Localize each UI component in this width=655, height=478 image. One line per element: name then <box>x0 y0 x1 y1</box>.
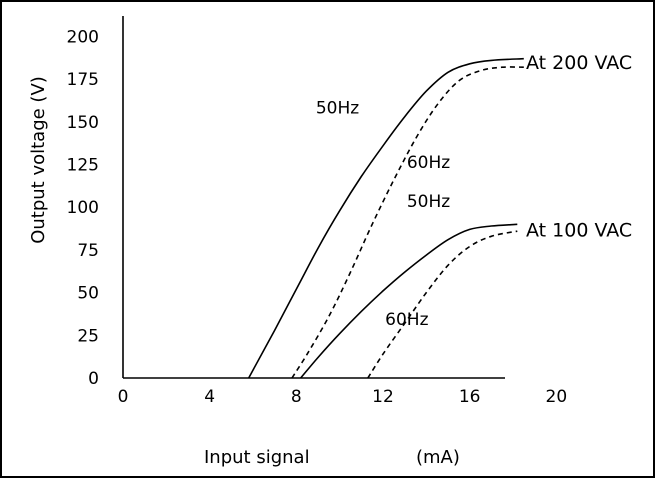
x-tick-label: 12 <box>372 387 394 407</box>
series-label-at-100-vac-60hz: 60Hz <box>385 310 428 330</box>
y-tick-label: 50 <box>77 284 99 304</box>
y-tick-label: 25 <box>77 326 99 346</box>
series-label-at-200-vac-60hz: 60Hz <box>407 153 450 173</box>
group-label-at-200-vac: At 200 VAC <box>526 52 632 74</box>
x-tick-label: 8 <box>291 387 302 407</box>
y-tick-label: 0 <box>88 369 99 389</box>
y-tick-label: 75 <box>77 241 99 261</box>
x-axis-label: Input signal <box>204 447 310 468</box>
group-label-at-100-vac: At 100 VAC <box>526 219 632 241</box>
y-axis-label: Output voltage (V) <box>28 76 49 244</box>
series-label-at-200-vac-50hz: 50Hz <box>316 98 359 118</box>
x-tick-label: 4 <box>204 387 215 407</box>
x-tick-label: 20 <box>546 387 568 407</box>
x-tick-label: 0 <box>118 387 129 407</box>
series-label-at-100-vac-50hz: 50Hz <box>407 192 450 212</box>
x-axis-unit: (mA) <box>416 447 460 468</box>
series-line-at-100-vac-50hz <box>300 223 518 379</box>
tick-labels: 0 25 50 75 100 125 150 175 200 0 4 8 12 16 20 <box>67 27 568 407</box>
series-line-at-100-vac-60hz <box>367 230 518 379</box>
series-lines <box>247 57 524 379</box>
annotations: 50Hz 60Hz 50Hz 60Hz At 200 VAC At 100 VAC <box>316 52 632 330</box>
x-tick-label: 16 <box>459 387 481 407</box>
y-tick-label: 175 <box>67 70 99 90</box>
y-tick-label: 125 <box>67 156 99 176</box>
series-line-at-200-vac-60hz <box>291 66 524 379</box>
series-line-at-200-vac-50hz <box>247 57 524 379</box>
y-tick-label: 100 <box>67 198 99 218</box>
axes <box>122 16 505 379</box>
y-tick-label: 150 <box>67 113 99 133</box>
y-tick-label: 200 <box>67 27 99 47</box>
